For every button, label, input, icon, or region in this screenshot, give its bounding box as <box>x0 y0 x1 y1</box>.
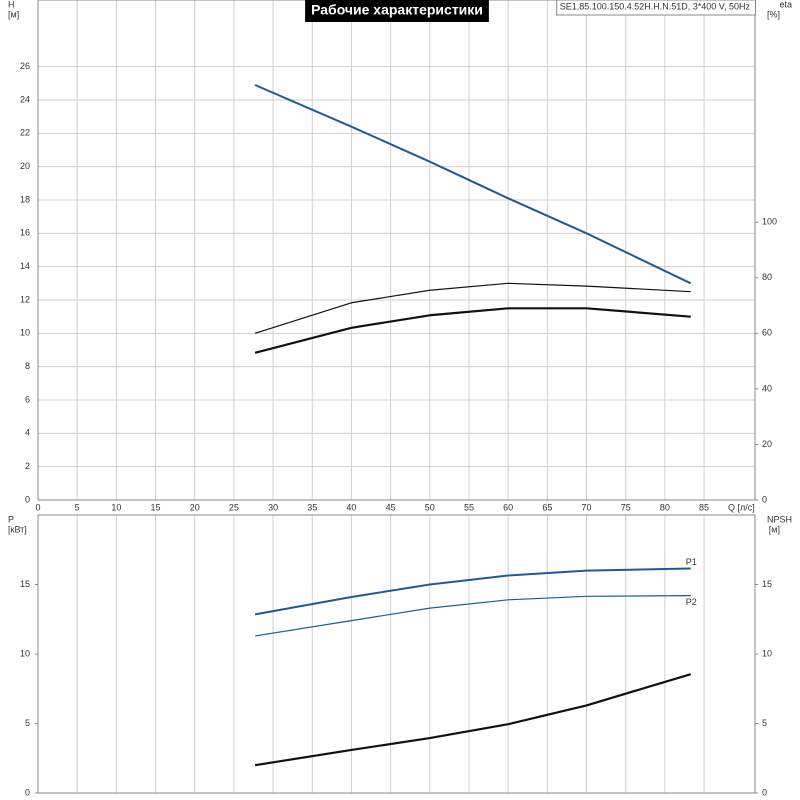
series-label: P2 <box>686 597 697 607</box>
x-tick-label: 70 <box>582 502 592 512</box>
y2-tick-label: 100 <box>762 217 777 227</box>
y2-axis-unit: [м] <box>769 524 780 534</box>
x-tick-label: 45 <box>386 502 396 512</box>
y2-tick-label: 20 <box>762 439 772 449</box>
x-tick-label: 60 <box>503 502 513 512</box>
x-tick-label: 30 <box>268 502 278 512</box>
y-tick-label: 4 <box>25 428 30 438</box>
series-line <box>254 84 692 285</box>
y-tick-label: 18 <box>20 194 30 204</box>
x-tick-label: 85 <box>699 502 709 512</box>
y2-tick-label: 0 <box>762 787 767 797</box>
y-tick-label: 8 <box>25 361 30 371</box>
y-axis-label: P <box>8 514 14 524</box>
y2-tick-label: 15 <box>762 579 772 589</box>
x-tick-label: 10 <box>111 502 121 512</box>
chart-subtitle: SE1.85.100.150.4.52H.H.N.51D, 3*400 V, 5… <box>560 1 751 11</box>
y2-axis-label: eta <box>779 0 792 9</box>
x-tick-label: 55 <box>464 502 474 512</box>
chart-title: Рабочие характеристики <box>311 2 483 18</box>
x-tick-label: 50 <box>425 502 435 512</box>
x-tick-label: 65 <box>542 502 552 512</box>
y2-tick-label: 10 <box>762 648 772 658</box>
series-line <box>254 567 691 616</box>
y-tick-label: 26 <box>20 61 30 71</box>
x-axis-label: Q [л/с] <box>728 502 755 512</box>
y-tick-label: 16 <box>20 228 30 238</box>
y-tick-label: 0 <box>25 494 30 504</box>
y-axis-unit: [м] <box>8 9 19 19</box>
y-tick-label: 15 <box>20 579 30 589</box>
series-line <box>254 595 691 637</box>
series-line <box>254 282 691 334</box>
y-tick-label: 2 <box>25 461 30 471</box>
plot-frame <box>37 0 756 501</box>
y-tick-label: 24 <box>20 94 30 104</box>
series-line <box>254 673 692 767</box>
y-axis-unit: [кВт] <box>8 524 27 534</box>
y2-tick-label: 80 <box>762 272 772 282</box>
y-tick-label: 20 <box>20 161 30 171</box>
x-tick-label: 20 <box>190 502 200 512</box>
series-line <box>254 307 691 354</box>
y-tick-label: 10 <box>20 328 30 338</box>
y-tick-label: 14 <box>20 261 30 271</box>
x-tick-label: 35 <box>307 502 317 512</box>
y2-tick-label: 5 <box>762 718 767 728</box>
plot-frame <box>37 514 756 794</box>
x-tick-label: 15 <box>151 502 161 512</box>
x-tick-label: 80 <box>660 502 670 512</box>
x-tick-label: 25 <box>229 502 239 512</box>
y-tick-label: 0 <box>25 787 30 797</box>
y-tick-label: 22 <box>20 128 30 138</box>
y-tick-label: 10 <box>20 648 30 658</box>
x-tick-label: 0 <box>35 502 40 512</box>
series-label: P1 <box>686 557 697 567</box>
y-axis-label: H <box>8 0 15 9</box>
y2-tick-label: 60 <box>762 328 772 338</box>
y-tick-label: 5 <box>25 718 30 728</box>
subtitle-box <box>556 0 756 16</box>
y2-tick-label: 40 <box>762 383 772 393</box>
y2-axis-label: NPSH <box>767 514 792 524</box>
y-tick-label: 12 <box>20 294 30 304</box>
x-tick-label: 5 <box>75 502 80 512</box>
y-tick-label: 6 <box>25 394 30 404</box>
x-tick-label: 75 <box>621 502 631 512</box>
y2-tick-label: 0 <box>762 494 767 504</box>
y2-axis-unit: [%] <box>767 9 780 19</box>
x-tick-label: 40 <box>346 502 356 512</box>
title-box <box>305 0 489 22</box>
